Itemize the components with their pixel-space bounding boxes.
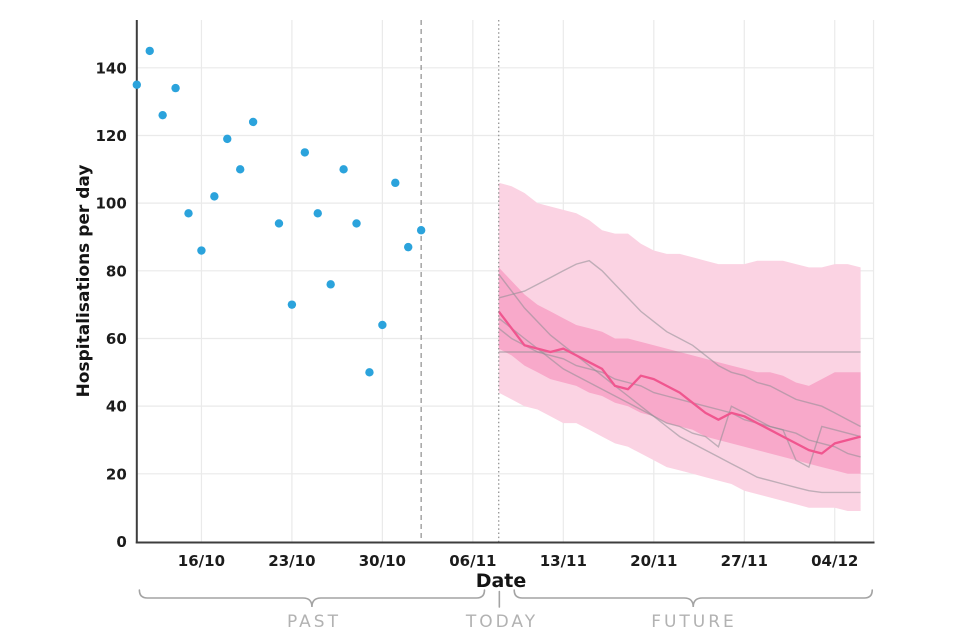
observed-point [274,219,284,228]
observed-point [184,209,193,218]
y-tick-label: 0 [116,533,126,551]
x-tick-label: 30/10 [359,552,406,570]
observed-point [339,165,348,174]
observed-point [236,165,245,174]
x-tick-label: 16/10 [178,552,225,570]
observed-point [326,280,335,289]
y-tick-label: 120 [95,127,126,145]
y-tick-label: 20 [106,465,127,483]
x-tick-label: 23/10 [268,552,315,570]
observed-point [391,178,400,188]
observed-point [352,219,361,228]
past-brace [138,589,486,608]
observed-point [416,226,426,235]
x-tick-label: 20/11 [630,552,677,570]
y-tick-label: 100 [95,195,126,213]
y-tick-label: 80 [106,262,127,280]
future-zone-label: FUTURE [651,612,737,632]
observed-point [197,246,206,255]
y-tick-label: 140 [95,59,126,77]
y-tick-label: 40 [106,398,127,416]
observed-point [171,83,180,93]
y-axis-title: Hospitalisations per day [74,164,94,398]
trajectory-line [498,273,861,494]
observed-point [158,110,167,120]
observed-point [223,134,232,144]
x-tick-label: 13/11 [540,552,587,570]
x-tick-label: 27/11 [721,552,768,570]
today-zone-label: TODAY [465,612,539,632]
observed-point [313,209,322,218]
trajectory-line [498,327,861,458]
observed-point [365,368,374,377]
observed-point [145,46,154,56]
observed-point [248,117,258,127]
observed-point [404,242,413,252]
trajectory-line [498,259,861,428]
trajectory-line [498,317,861,469]
x-tick-label: 06/11 [449,552,496,570]
x-tick-label: 04/12 [811,552,858,570]
future-brace [513,589,874,608]
observed-point [210,192,219,201]
observed-point [132,80,141,89]
median-forecast-line [497,310,861,455]
inner-uncertainty-band [498,267,861,474]
y-tick-label: 60 [106,330,127,348]
past-zone-label: PAST [287,612,341,632]
observed-point [300,148,310,157]
observed-point [378,320,387,330]
x-axis-title: Date [475,570,527,592]
observed-point [287,300,297,309]
